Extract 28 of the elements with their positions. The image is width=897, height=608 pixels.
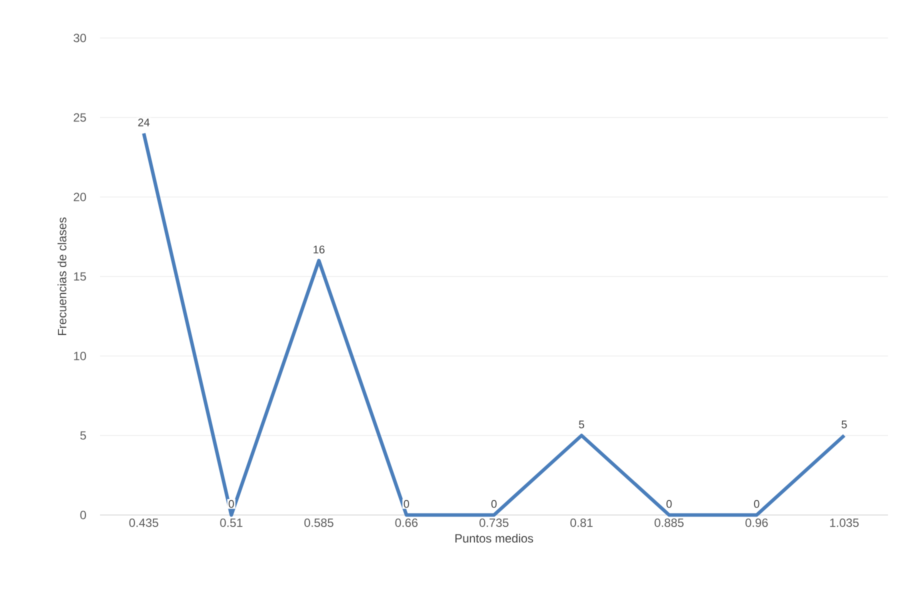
y-tick-label: 20 — [74, 192, 86, 202]
data-label: 24 — [138, 118, 150, 126]
y-tick-label: 10 — [74, 352, 86, 360]
x-tick-label: 1.035 — [830, 518, 859, 527]
y-tick-label: 5 — [80, 431, 86, 440]
y-tick-label: 0 — [80, 510, 86, 520]
data-label: 0 — [754, 500, 760, 508]
data-label: 0 — [666, 500, 672, 508]
x-tick-label: 0.66 — [395, 518, 418, 527]
line-series — [142, 132, 846, 517]
x-tick-label: 0.735 — [480, 518, 508, 527]
data-label: 5 — [842, 420, 847, 428]
x-axis-title: Puntos medios — [455, 534, 534, 543]
y-tick-label: 30 — [74, 34, 86, 42]
data-label: 0 — [228, 500, 234, 508]
x-tick-label: 0.81 — [570, 518, 593, 527]
data-label: 0 — [491, 500, 497, 508]
data-label: 5 — [578, 420, 584, 428]
x-tick-label: 0.435 — [129, 518, 158, 527]
x-tick-label: 0.885 — [654, 518, 684, 527]
data-label: 16 — [314, 246, 324, 254]
y-axis-title: Frecuencias de clases — [58, 217, 66, 335]
y-tick-label: 15 — [74, 272, 86, 281]
x-tick-label: 0.96 — [746, 518, 768, 527]
y-tick-label: 25 — [74, 113, 86, 122]
x-tick-label: 0.51 — [220, 518, 242, 527]
data-label: 0 — [404, 500, 410, 508]
x-tick-label: 0.585 — [304, 518, 334, 527]
